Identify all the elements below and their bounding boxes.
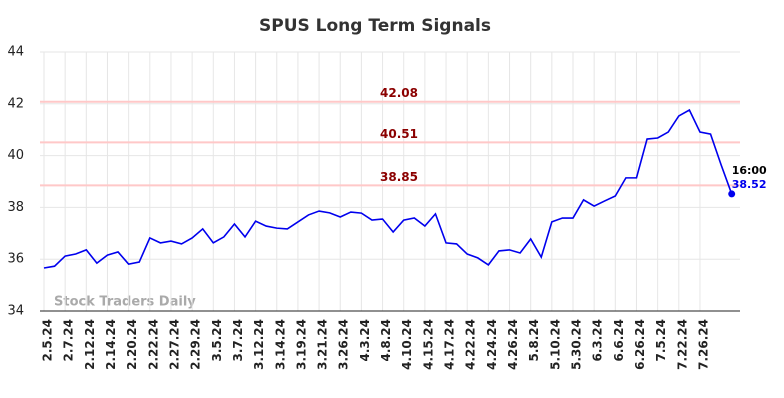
x-tick-label: 4.17.24 [443, 319, 457, 370]
x-tick-label: 2.27.24 [167, 319, 181, 370]
x-tick-label: 4.15.24 [421, 319, 435, 370]
x-tick-label: 5.10.24 [548, 319, 562, 370]
watermark: Stock Traders Daily [54, 295, 196, 310]
x-tick-label: 7.22.24 [675, 319, 689, 370]
y-tick-label: 34 [7, 304, 24, 319]
x-tick-label: 4.3.24 [358, 319, 372, 362]
signal-label: 38.85 [380, 170, 418, 184]
x-tick-label: 3.7.24 [231, 319, 245, 362]
x-tick-label: 4.26.24 [506, 319, 520, 370]
x-tick-label: 2.20.24 [125, 319, 139, 370]
x-tick-label: 7.5.24 [654, 319, 668, 362]
x-tick-label: 2.29.24 [189, 319, 203, 370]
chart-title: SPUS Long Term Signals [259, 16, 491, 36]
y-tick-label: 40 [7, 148, 24, 163]
x-tick-label: 2.14.24 [104, 319, 118, 370]
x-tick-label: 3.14.24 [273, 319, 287, 370]
x-tick-label: 4.10.24 [400, 319, 414, 370]
x-tick-label: 6.6.24 [612, 319, 626, 362]
x-tick-label: 3.19.24 [294, 319, 308, 370]
y-tick-label: 38 [7, 200, 24, 215]
y-tick-label: 36 [7, 252, 24, 267]
x-tick-label: 2.5.24 [41, 319, 55, 362]
x-tick-label: 4.8.24 [379, 319, 393, 362]
x-tick-label: 3.21.24 [316, 319, 330, 370]
y-tick-label: 42 [7, 96, 24, 111]
x-tick-label: 6.3.24 [591, 319, 605, 362]
x-tick-label: 5.8.24 [527, 319, 541, 362]
x-tick-label: 2.22.24 [146, 319, 160, 370]
signal-label: 42.08 [380, 86, 418, 100]
signal-label: 40.51 [380, 127, 418, 141]
y-tick-label: 44 [7, 45, 24, 60]
x-tick-label: 3.12.24 [252, 319, 266, 370]
last-time: 16:00 [732, 164, 767, 177]
x-tick-label: 7.26.24 [696, 319, 710, 370]
x-tick-label: 4.24.24 [485, 319, 499, 370]
x-tick-label: 5.30.24 [570, 319, 584, 370]
series-line [43, 108, 733, 269]
x-tick-label: 2.12.24 [83, 319, 97, 370]
x-tick-label: 3.26.24 [337, 319, 351, 370]
x-tick-label: 3.5.24 [210, 319, 224, 362]
last-point [728, 190, 736, 198]
x-tick-label: 6.26.24 [633, 319, 647, 370]
x-tick-label: 4.22.24 [464, 319, 478, 370]
last-value: 38.52 [732, 178, 767, 191]
x-tick-label: 2.7.24 [62, 319, 76, 362]
